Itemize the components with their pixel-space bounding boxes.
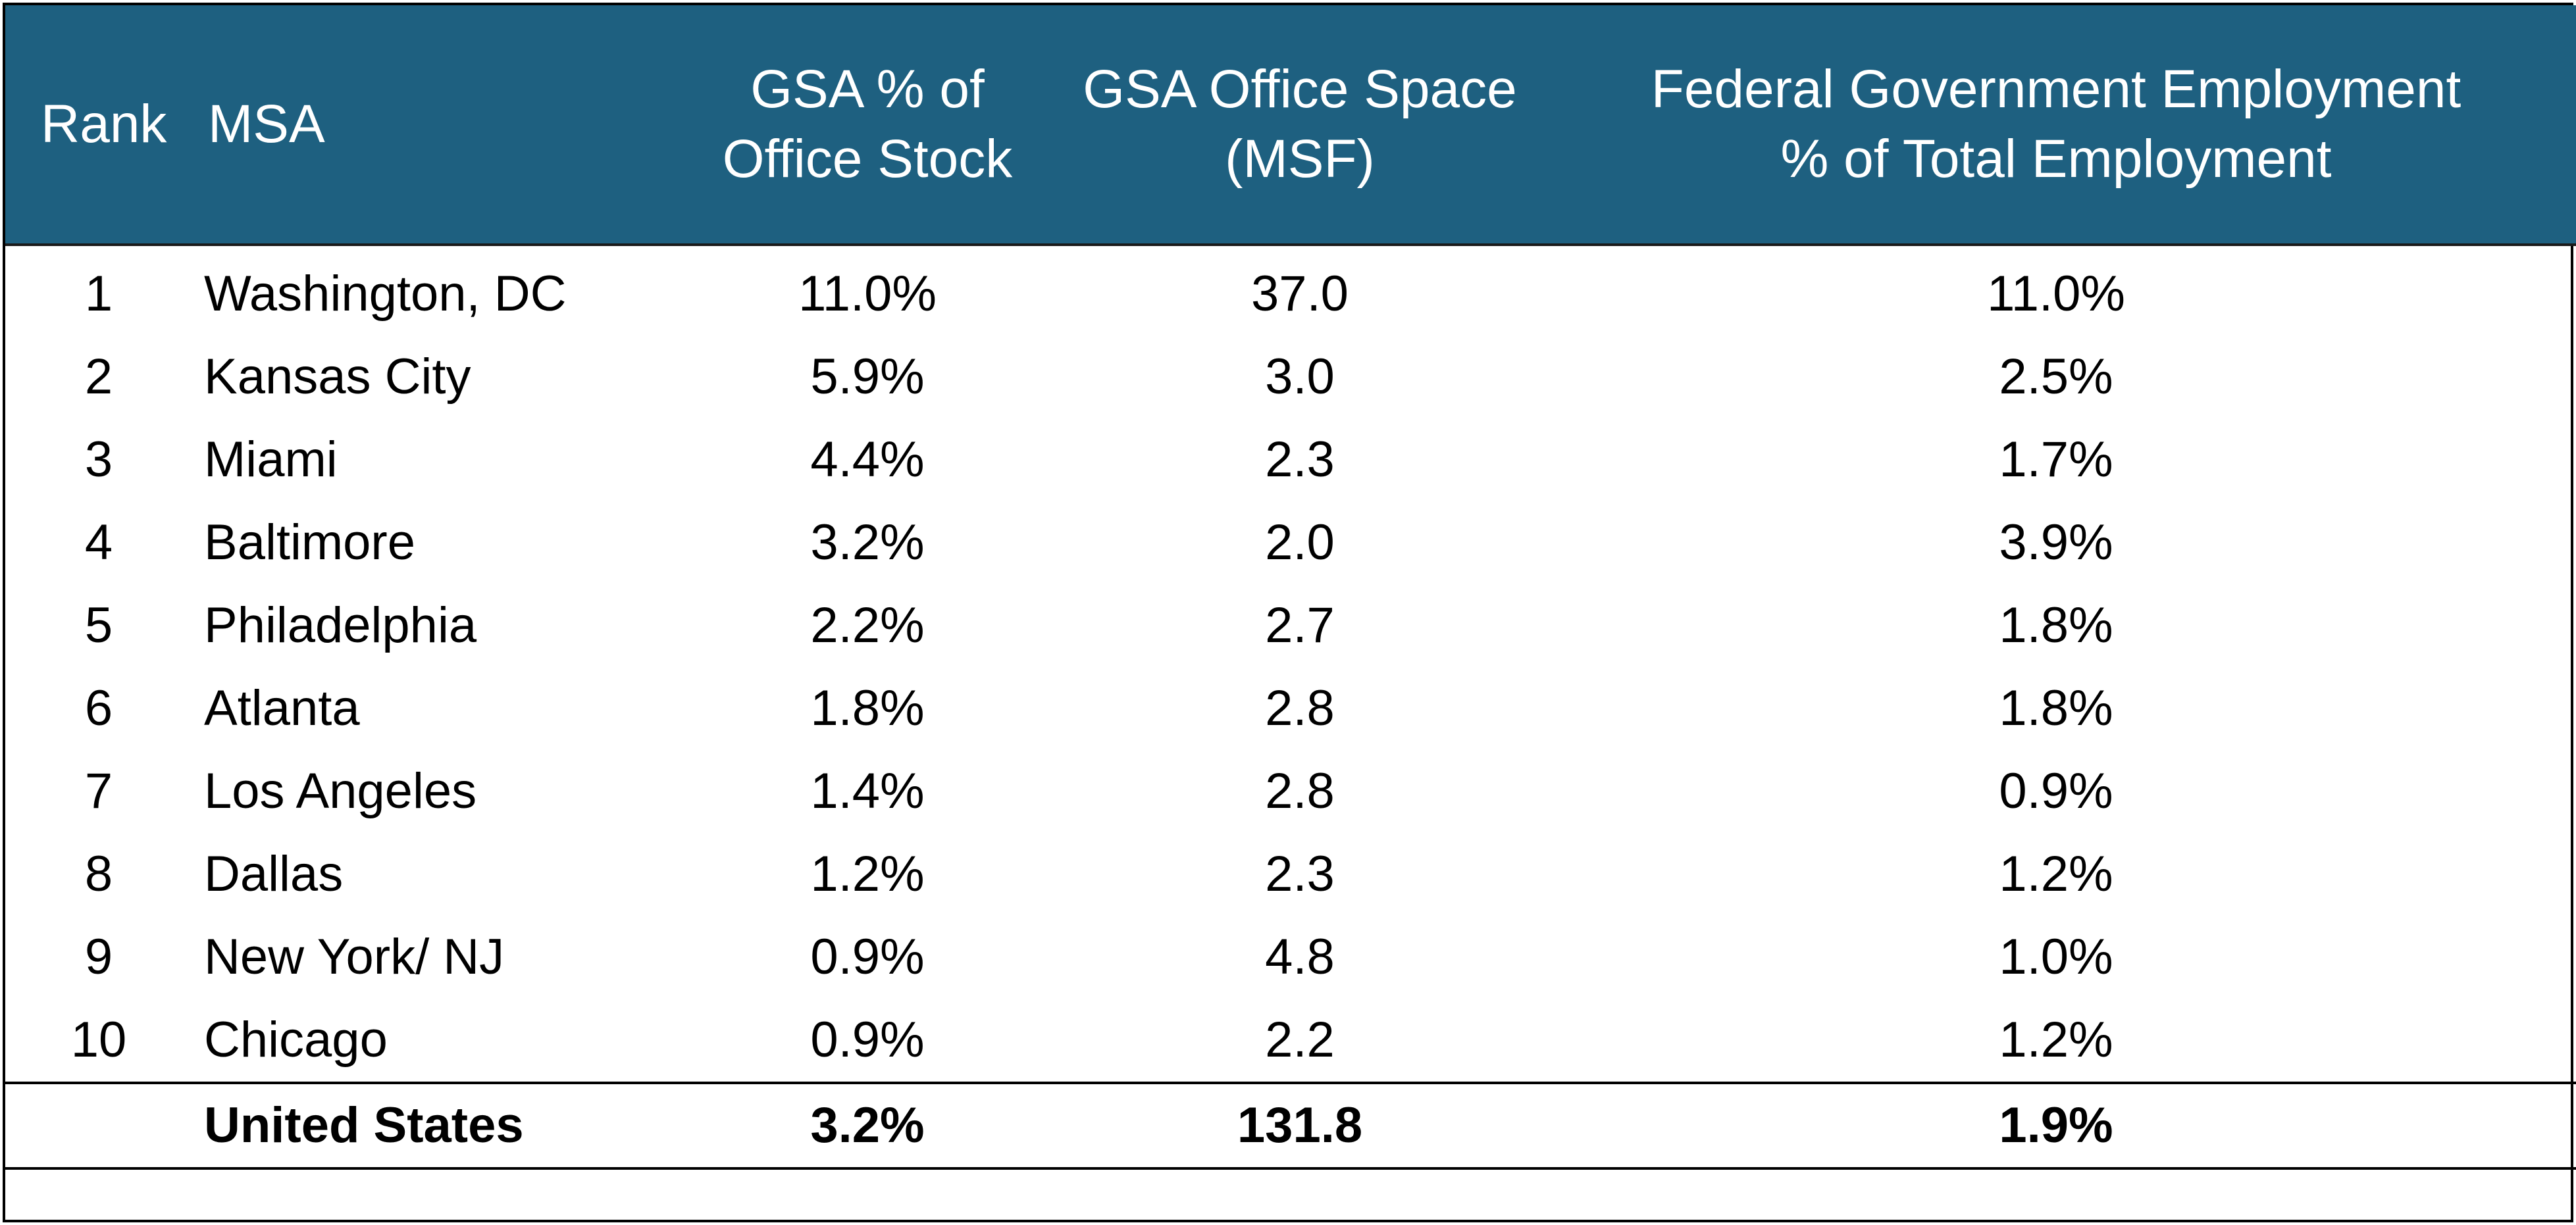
cell-gsa-msf: 37.0 [1251, 266, 1349, 322]
table-row: 7 Los Angeles 1.4% 2.8 0.9% [5, 750, 2576, 833]
cell-msa: Miami [204, 432, 338, 488]
cell-fed-emp: 1.2% [1999, 846, 2113, 902]
cell-gsa-pct: 1.4% [810, 763, 925, 819]
cell-msa: Washington, DC [204, 266, 567, 322]
header-msf-line1: GSA Office Space [1083, 59, 1517, 119]
cell-msa: Chicago [204, 1012, 388, 1068]
table-row: 3 Miami 4.4% 2.3 1.7% [5, 418, 2576, 501]
cell-fed-emp: 11.0% [1987, 266, 2125, 322]
cell-rank: 7 [84, 763, 113, 819]
cell-msa: Philadelphia [204, 597, 477, 653]
table-row: 1 Washington, DC 11.0% 37.0 11.0% [5, 243, 2576, 336]
table-row: 9 New York/ NJ 0.9% 4.8 1.0% [5, 916, 2576, 999]
table-row: 4 Baltimore 3.2% 2.0 3.9% [5, 501, 2576, 584]
cell-fed-emp: 1.7% [1999, 432, 2113, 488]
total-msa: United States [197, 1082, 671, 1170]
cell-gsa-msf: 2.2 [1265, 1012, 1335, 1068]
cell-gsa-pct: 1.2% [810, 846, 925, 902]
cell-fed-emp: 1.0% [1999, 929, 2113, 985]
header-gsa-pct-office-stock: GSA % of Office Stock [671, 5, 1064, 243]
cell-gsa-msf: 4.8 [1265, 929, 1335, 985]
cell-gsa-pct: 1.8% [810, 680, 925, 736]
cell-rank: 10 [70, 1012, 127, 1068]
cell-msa: Baltimore [204, 514, 415, 570]
cell-gsa-msf: 2.8 [1265, 680, 1335, 736]
header-msa-label: MSA [208, 94, 325, 154]
header-rank: Rank [41, 94, 167, 154]
table-row: 6 Atlanta 1.8% 2.8 1.8% [5, 667, 2576, 750]
cell-fed-emp: 2.5% [1999, 349, 2113, 405]
cell-msa: New York/ NJ [204, 929, 505, 985]
table-frame: Rank MSA GSA % of Office Stock GSA Offic… [3, 3, 2576, 1222]
cell-fed-emp: 1.8% [1999, 597, 2113, 653]
table-header-row: Rank MSA GSA % of Office Stock GSA Offic… [5, 5, 2576, 243]
total-gsa-pct: 3.2% [671, 1082, 1064, 1170]
cell-rank: 8 [84, 846, 113, 902]
cell-gsa-pct: 2.2% [810, 597, 925, 653]
cell-gsa-pct: 3.2% [810, 514, 925, 570]
cell-fed-emp: 3.9% [1999, 514, 2113, 570]
cell-gsa-pct: 0.9% [810, 929, 925, 985]
gsa-office-table: Rank MSA GSA % of Office Stock GSA Offic… [5, 5, 2576, 1170]
cell-rank: 6 [84, 680, 113, 736]
cell-fed-emp: 0.9% [1999, 763, 2113, 819]
cell-gsa-msf: 2.8 [1265, 763, 1335, 819]
header-pct-line2: Office Stock [722, 129, 1013, 189]
total-row: United States 3.2% 131.8 1.9% [5, 1082, 2576, 1170]
cell-msa: Kansas City [204, 349, 471, 405]
header-gsa-office-space: GSA Office Space (MSF) [1064, 5, 1536, 243]
cell-gsa-msf: 2.3 [1265, 846, 1335, 902]
cell-gsa-msf: 2.7 [1265, 597, 1335, 653]
total-rank [5, 1082, 197, 1170]
cell-gsa-pct: 0.9% [810, 1012, 925, 1068]
cell-msa: Los Angeles [204, 763, 477, 819]
table-row: 2 Kansas City 5.9% 3.0 2.5% [5, 336, 2576, 418]
cell-gsa-msf: 2.0 [1265, 514, 1335, 570]
header-federal-employment: Federal Government Employment % of Total… [1536, 5, 2576, 243]
table-row: 10 Chicago 0.9% 2.2 1.2% [5, 999, 2576, 1083]
cell-rank: 5 [84, 597, 113, 653]
total-fed-emp: 1.9% [1536, 1082, 2576, 1170]
cell-rank: 3 [84, 432, 113, 488]
cell-msa: Dallas [204, 846, 344, 902]
cell-rank: 9 [84, 929, 113, 985]
cell-gsa-pct: 4.4% [810, 432, 925, 488]
cell-gsa-msf: 2.3 [1265, 432, 1335, 488]
cell-rank: 1 [84, 266, 113, 322]
header-msf-line2: (MSF) [1225, 129, 1375, 189]
header-emp-line2: % of Total Employment [1780, 129, 2332, 189]
header-msa: MSA [197, 5, 671, 243]
cell-rank: 4 [84, 514, 113, 570]
total-gsa-msf: 131.8 [1064, 1082, 1536, 1170]
header-divider [5, 243, 2576, 246]
cell-gsa-pct: 5.9% [810, 349, 925, 405]
cell-fed-emp: 1.2% [1999, 1012, 2113, 1068]
header-emp-line1: Federal Government Employment [1651, 59, 2461, 119]
cell-gsa-msf: 3.0 [1265, 349, 1335, 405]
header-pct-line1: GSA % of [750, 59, 985, 119]
cell-gsa-pct: 11.0% [798, 266, 937, 322]
table-row: 5 Philadelphia 2.2% 2.7 1.8% [5, 584, 2576, 667]
cell-rank: 2 [84, 349, 113, 405]
cell-msa: Atlanta [204, 680, 360, 736]
table-row: 8 Dallas 1.2% 2.3 1.2% [5, 833, 2576, 916]
cell-fed-emp: 1.8% [1999, 680, 2113, 736]
